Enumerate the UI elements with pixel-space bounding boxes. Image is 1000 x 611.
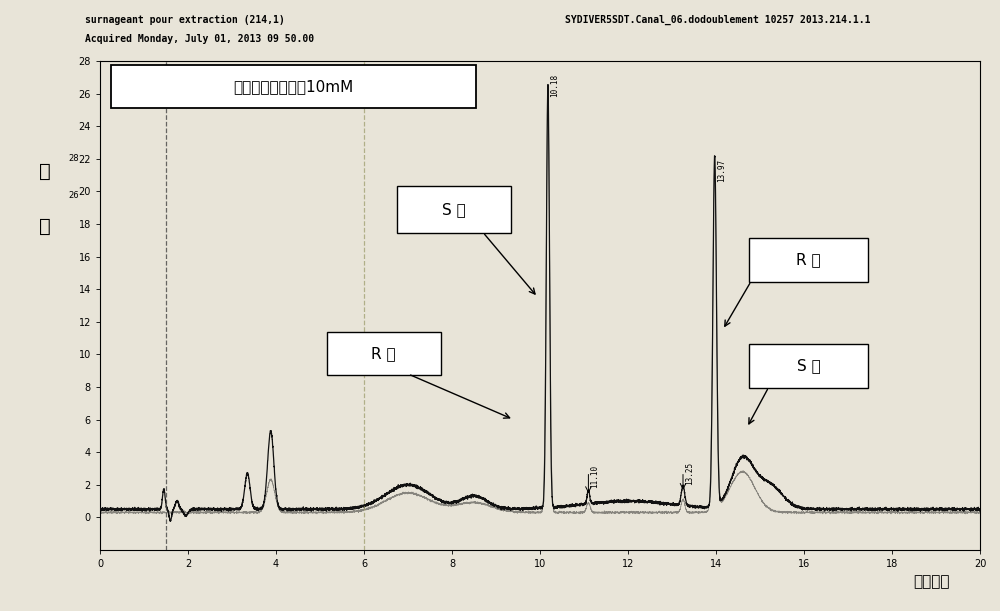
Text: 13.97: 13.97 <box>717 159 726 182</box>
Text: R 膛: R 膛 <box>796 252 821 268</box>
Text: 10.18: 10.18 <box>550 74 559 97</box>
Text: 13.25: 13.25 <box>685 461 694 485</box>
FancyBboxPatch shape <box>327 332 441 375</box>
Text: 11.10: 11.10 <box>591 465 600 488</box>
Text: 保留时间: 保留时间 <box>914 574 950 590</box>
Text: S 酸: S 酸 <box>442 202 466 217</box>
Text: 28: 28 <box>68 155 79 163</box>
FancyBboxPatch shape <box>397 186 511 233</box>
Text: Acquired Monday, July 01, 2013 09 50.00: Acquired Monday, July 01, 2013 09 50.00 <box>85 34 314 43</box>
Text: SYDIVER5SDT.Canal_06.dodoublement 10257 2013.214.1.1: SYDIVER5SDT.Canal_06.dodoublement 10257 … <box>565 15 870 26</box>
FancyBboxPatch shape <box>111 65 476 108</box>
Text: R 酸: R 酸 <box>371 346 396 361</box>
Text: S 膛: S 膛 <box>797 358 820 373</box>
FancyBboxPatch shape <box>749 238 868 282</box>
FancyBboxPatch shape <box>749 344 868 388</box>
Text: 反: 反 <box>39 161 51 181</box>
Text: 26: 26 <box>68 191 79 200</box>
Text: 应: 应 <box>39 216 51 236</box>
Text: surnageant pour extraction (214,1): surnageant pour extraction (214,1) <box>85 15 285 25</box>
Text: 分离前的混合物，10mM: 分离前的混合物，10mM <box>233 79 354 94</box>
